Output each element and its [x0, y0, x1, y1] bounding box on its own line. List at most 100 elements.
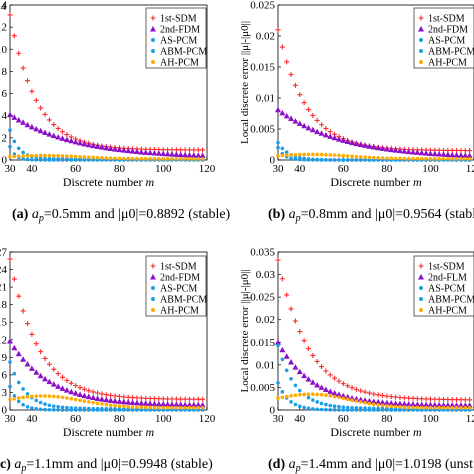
data-point — [91, 408, 95, 412]
data-point — [99, 391, 105, 397]
data-point — [393, 404, 398, 409]
data-point — [24, 121, 31, 128]
y-tick-label: 12 — [0, 22, 7, 34]
data-point — [309, 379, 316, 385]
y-tick-label: 0.01 — [256, 93, 275, 105]
data-point — [103, 144, 110, 151]
data-point — [135, 156, 139, 161]
data-point — [178, 396, 184, 402]
data-point — [363, 158, 367, 162]
data-point — [55, 125, 61, 131]
data-point — [314, 117, 320, 123]
data-point — [284, 292, 290, 298]
data-point — [436, 401, 443, 408]
data-point — [457, 402, 464, 408]
data-point — [440, 401, 447, 408]
data-point — [73, 382, 79, 388]
data-point — [385, 404, 389, 408]
data-point — [38, 394, 43, 398]
data-point — [436, 151, 443, 157]
data-point — [433, 156, 437, 161]
data-point — [405, 400, 412, 407]
data-point — [284, 59, 290, 65]
data-point — [380, 408, 385, 412]
data-point — [297, 388, 302, 393]
data-point — [42, 129, 49, 135]
data-point — [311, 152, 315, 157]
data-point — [112, 393, 118, 399]
data-point — [151, 400, 158, 407]
y-tick-label: 3 — [2, 387, 8, 399]
data-point — [302, 157, 306, 162]
data-point — [340, 392, 347, 399]
y-tick-label: 0.02 — [256, 31, 275, 43]
data-point — [60, 395, 65, 400]
data-point — [311, 398, 315, 402]
y-tick-label: 0.015 — [250, 337, 275, 349]
data-point — [315, 158, 320, 162]
data-point — [28, 365, 35, 371]
legend-marker — [150, 15, 156, 21]
data-point — [135, 408, 139, 412]
legend-marker — [418, 263, 424, 269]
data-point — [354, 399, 359, 403]
data-point — [25, 154, 30, 158]
data-point — [341, 408, 346, 412]
data-point — [427, 150, 434, 156]
data-point — [94, 395, 101, 401]
data-point — [293, 393, 298, 398]
data-point — [433, 405, 437, 410]
data-point — [55, 134, 62, 140]
data-point — [275, 339, 281, 345]
data-point — [410, 395, 416, 401]
data-point — [43, 153, 47, 158]
x-tick-label: 30 — [5, 413, 17, 425]
y-tick-label: 6 — [2, 88, 8, 100]
data-point — [182, 151, 189, 158]
data-point — [130, 395, 136, 401]
data-point — [51, 394, 56, 399]
legend-label: 2nd-FDM — [160, 273, 200, 284]
data-point — [327, 133, 334, 139]
data-point — [276, 381, 280, 385]
legend-marker — [151, 49, 155, 53]
series-1st-SDM — [275, 257, 473, 403]
data-point — [87, 400, 91, 404]
data-point — [332, 394, 337, 399]
data-point — [459, 405, 463, 410]
data-point — [69, 396, 74, 401]
data-point — [279, 109, 286, 116]
data-point — [138, 400, 145, 406]
data-point — [69, 408, 74, 412]
data-point — [332, 408, 337, 412]
data-point — [319, 122, 325, 128]
data-point — [462, 148, 468, 154]
y-tick-label: 6 — [2, 369, 8, 381]
data-point — [34, 394, 39, 398]
data-point — [389, 408, 394, 412]
data-point — [466, 152, 473, 159]
data-point — [463, 156, 468, 161]
data-point — [30, 394, 34, 399]
data-point — [406, 408, 411, 412]
data-point — [328, 403, 333, 408]
data-point — [38, 349, 44, 355]
data-point — [327, 388, 334, 394]
data-point — [130, 405, 135, 409]
data-point — [363, 155, 367, 159]
data-point — [280, 357, 285, 362]
data-point — [315, 152, 320, 157]
data-point — [462, 152, 469, 158]
data-point — [366, 397, 373, 404]
data-point — [195, 401, 202, 408]
data-point — [8, 128, 12, 132]
x-tick-label: 60 — [338, 413, 350, 425]
data-point — [182, 401, 189, 408]
data-point — [314, 381, 321, 388]
data-point — [73, 158, 78, 162]
data-point — [297, 152, 302, 157]
data-point — [419, 408, 424, 412]
data-point — [441, 396, 447, 402]
data-point — [50, 381, 57, 387]
